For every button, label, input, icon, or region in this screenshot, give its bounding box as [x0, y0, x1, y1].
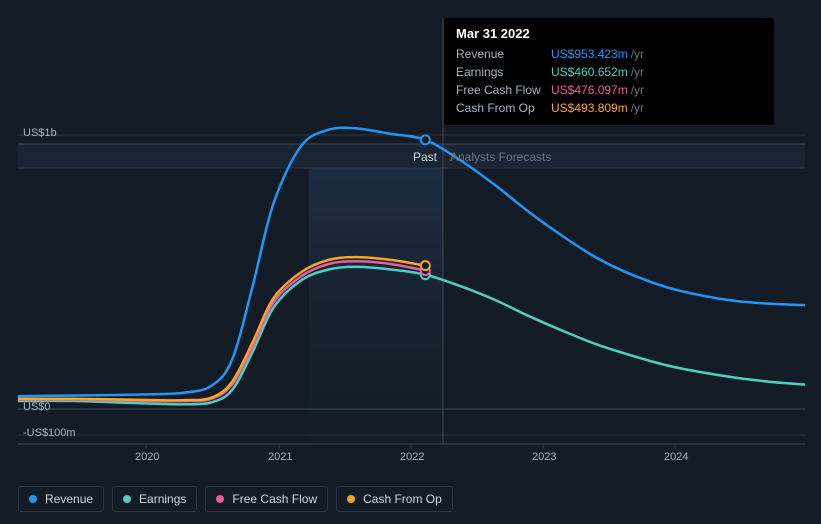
- tooltip-row-label: Cash From Op: [456, 99, 551, 117]
- legend-item[interactable]: Cash From Op: [336, 486, 453, 512]
- section-label-past: Past: [413, 150, 437, 164]
- legend-item-label: Cash From Op: [363, 492, 442, 506]
- tooltip: Mar 31 2022 RevenueUS$953.423m/yrEarning…: [444, 18, 774, 125]
- tooltip-row: Cash From OpUS$493.809m/yr: [456, 99, 762, 117]
- tooltip-row-unit: /yr: [631, 81, 644, 99]
- tooltip-row-label: Free Cash Flow: [456, 81, 551, 99]
- x-axis-label: 2022: [400, 451, 424, 463]
- tooltip-row-unit: /yr: [631, 45, 644, 63]
- financial-chart: US$1b US$0 -US$100m 2020 2021 2022 2023 2024 P…: [0, 0, 821, 524]
- tooltip-row: RevenueUS$953.423m/yr: [456, 45, 762, 63]
- tooltip-row-value: US$493.809m: [551, 99, 628, 117]
- tooltip-row: EarningsUS$460.652m/yr: [456, 63, 762, 81]
- tooltip-row-unit: /yr: [631, 63, 644, 81]
- x-axis-label: 2023: [532, 451, 556, 463]
- tooltip-row-label: Earnings: [456, 63, 551, 81]
- x-axis-label: 2020: [135, 451, 159, 463]
- legend-item[interactable]: Free Cash Flow: [205, 486, 328, 512]
- legend-dot-icon: [347, 495, 355, 503]
- legend-item-label: Free Cash Flow: [232, 492, 317, 506]
- y-axis-label: -US$100m: [23, 427, 76, 439]
- x-axis-label: 2024: [664, 451, 688, 463]
- tooltip-row-value: US$476.097m: [551, 81, 628, 99]
- legend: Revenue Earnings Free Cash Flow Cash From O…: [18, 486, 453, 512]
- legend-item-label: Revenue: [45, 492, 93, 506]
- legend-item[interactable]: Revenue: [18, 486, 104, 512]
- tooltip-row: Free Cash FlowUS$476.097m/yr: [456, 81, 762, 99]
- legend-item[interactable]: Earnings: [112, 486, 197, 512]
- x-axis-label: 2021: [268, 451, 292, 463]
- legend-item-label: Earnings: [139, 492, 186, 506]
- tooltip-row-label: Revenue: [456, 45, 551, 63]
- legend-dot-icon: [216, 495, 224, 503]
- section-label-future: Analysts Forecasts: [450, 150, 551, 164]
- y-axis-label: US$1b: [23, 127, 57, 139]
- tooltip-row-value: US$460.652m: [551, 63, 628, 81]
- y-axis-label: US$0: [23, 401, 51, 413]
- tooltip-row-value: US$953.423m: [551, 45, 628, 63]
- tooltip-row-unit: /yr: [631, 99, 644, 117]
- tooltip-title: Mar 31 2022: [456, 26, 762, 41]
- legend-dot-icon: [123, 495, 131, 503]
- legend-dot-icon: [29, 495, 37, 503]
